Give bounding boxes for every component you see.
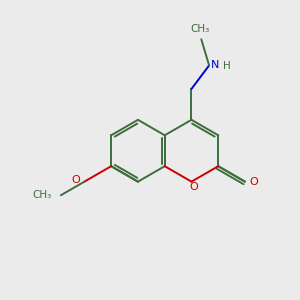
Text: CH₃: CH₃ xyxy=(190,24,209,34)
Text: CH₃: CH₃ xyxy=(32,190,51,200)
Text: N: N xyxy=(211,59,219,70)
Text: O: O xyxy=(190,182,198,192)
Text: O: O xyxy=(72,175,80,185)
Text: O: O xyxy=(249,177,258,187)
Text: H: H xyxy=(223,61,231,71)
